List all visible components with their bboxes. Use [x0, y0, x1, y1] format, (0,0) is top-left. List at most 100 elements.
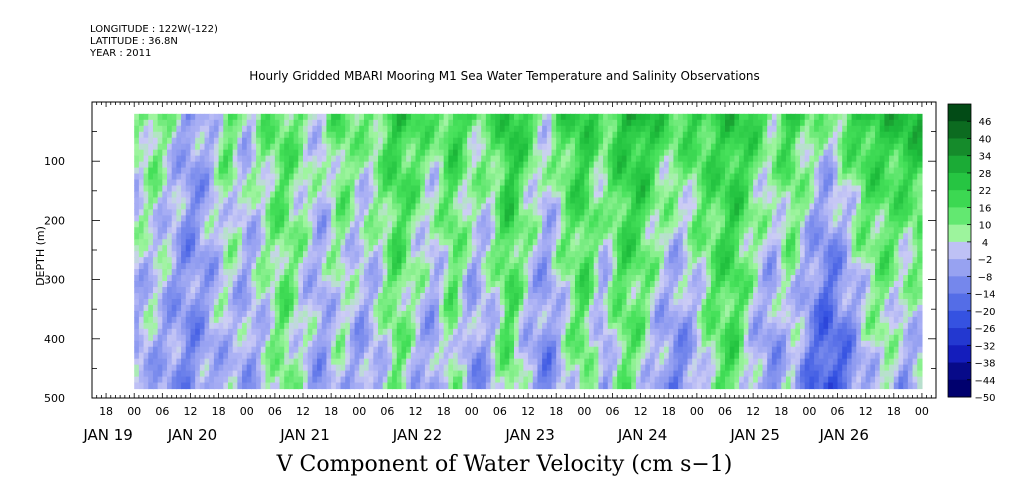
heatmap-cell — [401, 310, 407, 318]
heatmap-cell — [504, 245, 510, 252]
heatmap-cell — [481, 119, 487, 127]
heatmap-cell — [438, 113, 445, 121]
heatmap-cell — [354, 292, 360, 300]
heatmap-cell — [284, 149, 290, 157]
heatmap-cell — [143, 113, 149, 121]
heatmap-cell — [603, 161, 609, 169]
heatmap-cell — [551, 185, 557, 193]
heatmap-cell — [303, 287, 309, 294]
heatmap-cell — [504, 334, 510, 342]
heatmap-cell — [307, 281, 313, 288]
heatmap-cell — [467, 143, 473, 151]
heatmap-cell — [303, 197, 309, 205]
heatmap-cell — [565, 197, 571, 205]
heatmap-cell — [251, 352, 257, 360]
heatmap-cell — [462, 197, 468, 205]
heatmap-cell — [134, 215, 140, 222]
heatmap-cell — [514, 328, 520, 336]
heatmap-cell — [392, 245, 398, 252]
heatmap-cell — [406, 304, 412, 312]
heatmap-cell — [551, 203, 557, 210]
heatmap-cell — [223, 251, 229, 258]
heatmap-cell — [345, 125, 351, 133]
heatmap-cell — [246, 340, 253, 348]
heatmap-cell — [265, 257, 271, 264]
heatmap-cell — [401, 227, 407, 234]
heatmap-cell — [218, 209, 224, 216]
heatmap-cell — [401, 245, 407, 252]
heatmap-cell — [565, 125, 571, 133]
heatmap-cell — [368, 161, 374, 169]
heatmap-cell — [598, 382, 604, 390]
heatmap-cell — [368, 173, 374, 181]
heatmap-cell — [457, 149, 464, 157]
heatmap-cell — [429, 328, 435, 336]
heatmap-cell — [617, 119, 623, 127]
heatmap-cell — [542, 298, 548, 306]
heatmap-cell — [157, 215, 163, 222]
heatmap-cell — [476, 179, 482, 187]
heatmap-cell — [438, 328, 445, 336]
heatmap-cell — [162, 358, 168, 366]
heatmap-cell — [631, 245, 637, 252]
heatmap-cell — [438, 137, 445, 145]
heatmap-cell — [415, 143, 421, 151]
heatmap-cell — [462, 275, 468, 282]
heatmap-cell — [345, 340, 351, 348]
heatmap-cell — [612, 155, 618, 163]
heatmap-cell — [340, 328, 346, 336]
heatmap-cell — [635, 287, 642, 294]
heatmap-cell — [420, 322, 426, 330]
heatmap-cell — [279, 376, 285, 384]
heatmap-cell — [199, 287, 206, 294]
heatmap-cell — [363, 221, 370, 228]
heatmap-cell — [317, 149, 323, 157]
heatmap-cell — [467, 257, 473, 264]
heatmap-cell — [312, 155, 318, 163]
heatmap-cell — [429, 143, 435, 151]
heatmap-cell — [443, 161, 449, 169]
heatmap-cell — [443, 370, 449, 378]
heatmap-cell — [438, 221, 445, 228]
heatmap-cell — [204, 161, 210, 169]
heatmap-cell — [523, 239, 529, 246]
heatmap-cell — [523, 358, 529, 366]
heatmap-cell — [570, 215, 576, 222]
heatmap-cell — [345, 251, 351, 258]
heatmap-cell — [635, 203, 642, 210]
heatmap-cell — [368, 239, 374, 246]
heatmap-cell — [457, 197, 464, 205]
heatmap-cell — [181, 281, 187, 288]
heatmap-cell — [176, 203, 182, 210]
heatmap-cell — [232, 239, 238, 246]
heatmap-cell — [453, 179, 459, 187]
heatmap-cell — [560, 203, 567, 210]
heatmap-cell — [218, 281, 224, 288]
heatmap-cell — [213, 131, 220, 139]
heatmap-cell — [303, 221, 309, 228]
heatmap-cell — [232, 334, 238, 342]
heatmap-cell — [438, 364, 445, 372]
heatmap-cell — [635, 292, 642, 300]
heatmap-cell — [340, 149, 346, 157]
heatmap-cell — [607, 113, 614, 121]
heatmap-cell — [143, 173, 149, 181]
heatmap-cell — [152, 275, 159, 282]
heatmap-cell — [499, 269, 506, 276]
heatmap-cell — [171, 328, 177, 336]
heatmap-cell — [579, 352, 585, 360]
heatmap-cell — [171, 119, 177, 127]
heatmap-cell — [621, 155, 628, 163]
heatmap-cell — [434, 179, 440, 187]
heatmap-cell — [546, 304, 553, 312]
heatmap-cell — [565, 143, 571, 151]
heatmap-cell — [171, 322, 177, 330]
heatmap-cell — [462, 215, 468, 222]
heatmap-cell — [176, 185, 182, 193]
heatmap-cell — [551, 167, 557, 175]
heatmap-cell — [635, 197, 642, 205]
heatmap-cell — [434, 161, 440, 169]
heatmap-cell — [499, 137, 506, 145]
heatmap-cell — [537, 376, 543, 384]
heatmap-cell — [298, 287, 304, 294]
